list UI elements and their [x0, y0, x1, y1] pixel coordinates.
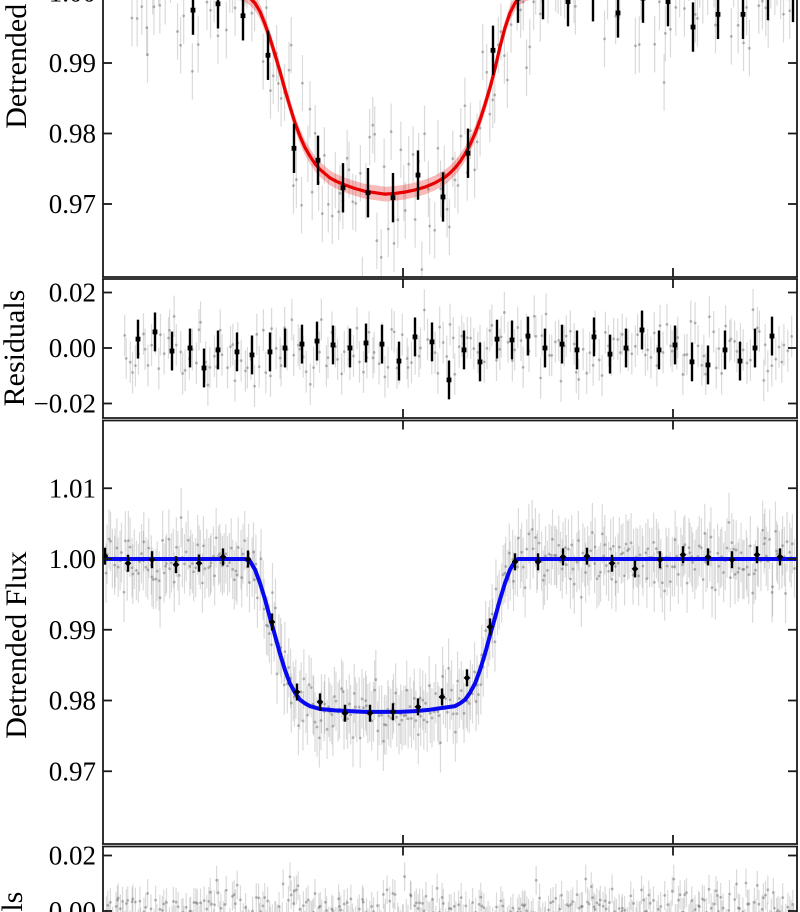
transit-top-ytick-label: 0.99	[49, 48, 96, 78]
transit-bottom-ytick-label: 0.97	[49, 756, 96, 786]
panel-transit-bottom: 1.01 1.00 0.99 0.98 0.97	[49, 419, 798, 845]
axis-label-residuals-bottom: Residuals	[0, 892, 29, 912]
transit-top-raw-points	[130, 0, 792, 277]
transit-bottom-axes	[102, 419, 798, 845]
residuals-top-ytick-label: 0.00	[49, 333, 96, 363]
transit-bottom-ytick-label: 1.00	[49, 544, 96, 574]
residuals-top-axes	[102, 278, 798, 419]
residuals-top-binned-points	[135, 310, 775, 400]
transit-bottom-ytick-label: 0.99	[49, 615, 96, 645]
transit-top-axes	[102, 0, 798, 278]
transit-bottom-ytick-label: 1.01	[49, 473, 96, 503]
transit-top-model-curve	[249, 0, 520, 196]
residuals-top-raw-points	[123, 288, 794, 407]
generated-chart-content: 1.00 0.99 0.98 0.97 0.02 0.00 −0.02 1.01 1.00 0.9…	[34, 0, 798, 912]
axis-label-detrended-flux-top: Detrended Flux	[0, 0, 33, 129]
panel-residuals-top: 0.02 0.00 −0.02	[34, 278, 798, 419]
residuals-top-ytick-label: 0.02	[49, 278, 96, 308]
transit-top-ytick-label: 0.98	[49, 119, 96, 149]
transit-top-ytick-label: 0.97	[49, 189, 96, 219]
transit-top-model-uncertainty-band	[236, 0, 530, 202]
residuals-bottom-raw-points	[105, 862, 795, 912]
residuals-top-ytick-label: −0.02	[34, 389, 96, 419]
transit-bottom-ytick-label: 0.98	[49, 686, 96, 716]
transit-bottom-binned-points	[103, 546, 784, 722]
axis-label-detrended-flux-bottom: Detrended Flux	[0, 551, 33, 738]
transit-top-binned-points	[190, 0, 795, 223]
axis-label-residuals-top: Residuals	[0, 290, 31, 407]
transit-top-ytick-label: 1.00	[49, 0, 96, 8]
residuals-bottom-axes	[102, 845, 798, 912]
panel-residuals-bottom: 0.02 0.00	[49, 841, 798, 912]
residuals-bottom-ytick-label: 0.02	[49, 841, 96, 871]
residuals-bottom-ytick-label: 0.00	[49, 896, 96, 912]
panel-transit-top: 1.00 0.99 0.98 0.97	[49, 0, 798, 278]
transit-bottom-raw-points	[104, 487, 796, 773]
